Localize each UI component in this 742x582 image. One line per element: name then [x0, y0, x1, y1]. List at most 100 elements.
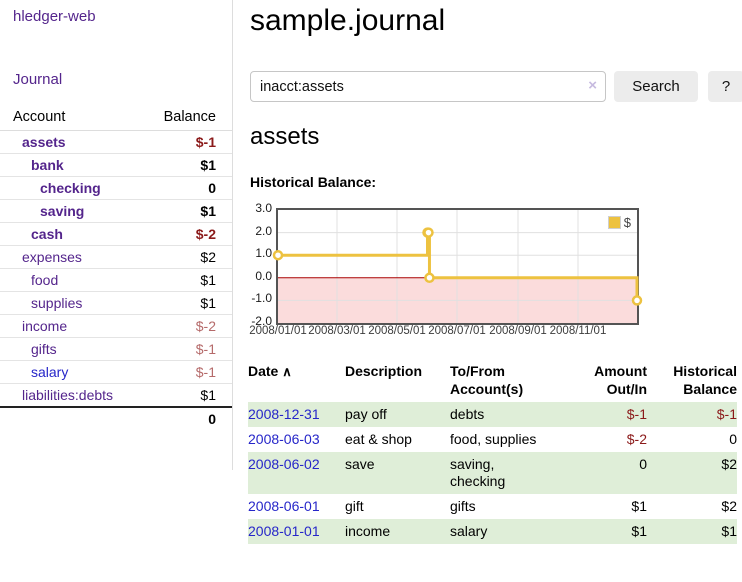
account-name-cell: liabilities:debts — [0, 383, 140, 408]
register-amount-cell: $-1 — [626, 406, 647, 422]
sort-ascending-icon: ∧ — [282, 364, 292, 379]
register-description-cell: gift — [345, 498, 364, 514]
sidebar: hledger-web Journal Account Balance asse… — [0, 0, 233, 470]
account-balance: $1 — [140, 268, 232, 292]
accounts-total-row: 0 — [0, 407, 232, 430]
help-button[interactable]: ? — [708, 71, 742, 102]
register-description-cell: pay off — [345, 406, 387, 422]
search-input-wrap: × — [250, 71, 606, 102]
register-amount-cell: $1 — [631, 498, 647, 514]
sidebar-account-link[interactable]: gifts — [31, 341, 57, 357]
register-header-balance: Historical Balance — [673, 363, 737, 397]
y-axis-tick-label: 1.0 — [255, 246, 272, 261]
historical-balance-chart: $ 3.0 2.0 1.0 0.0 -1.0 -2.0 2008/01/01 2008/03/… — [248, 196, 742, 348]
page-title: sample.journal — [250, 4, 446, 37]
x-axis-tick-label: 2008/09/01 — [489, 325, 547, 337]
legend-swatch-icon — [607, 216, 621, 229]
search-input[interactable] — [250, 71, 606, 102]
sidebar-account-link[interactable]: income — [22, 318, 68, 334]
register-amount-cell: $-2 — [626, 431, 647, 447]
account-name-cell: salary — [0, 360, 140, 384]
accounts-header-balance: Balance — [140, 106, 232, 131]
accounts-total-spacer — [0, 407, 140, 430]
y-axis-tick-label: -2.0 — [251, 314, 272, 328]
register-amount-cell: 0 — [639, 456, 647, 472]
register-header-description: Description — [345, 363, 423, 379]
register-accounts-cell: food, supplies — [450, 431, 537, 447]
sidebar-account-link[interactable]: assets — [22, 134, 66, 150]
account-name-cell: saving — [0, 199, 140, 223]
register-accounts-cell: debts — [450, 406, 485, 422]
accounts-table: Account Balance assets $-1 bank $1 checking 0… — [0, 106, 232, 430]
account-row: liabilities:debts $1 — [0, 383, 232, 408]
transaction-date-link[interactable]: 2008-12-31 — [248, 406, 320, 422]
sidebar-account-link[interactable]: saving — [40, 203, 85, 219]
account-name-cell: bank — [0, 153, 140, 177]
account-row: gifts $-1 — [0, 337, 232, 361]
register-table: Date ∧ Description To/From Account(s) Am… — [248, 358, 737, 544]
transaction-date-link[interactable]: 2008-06-03 — [248, 431, 320, 447]
account-name-cell: income — [0, 314, 140, 338]
account-balance: $2 — [140, 245, 232, 269]
transaction-date-link[interactable]: 2008-06-01 — [248, 498, 320, 514]
clear-search-icon[interactable]: × — [588, 77, 597, 94]
register-row: 2008-06-01 gift gifts $1 $2 — [248, 494, 737, 519]
search-button[interactable]: Search — [614, 71, 698, 102]
register-header-date[interactable]: Date ∧ — [248, 363, 292, 379]
sidebar-account-link[interactable]: food — [31, 272, 59, 288]
register-table-body: 2008-12-31 pay off debts $-1 $-1 2008-06-03 ea… — [248, 402, 737, 544]
accounts-header-account: Account — [0, 106, 140, 131]
account-row: supplies $1 — [0, 291, 232, 315]
sidebar-account-link[interactable]: salary — [31, 364, 69, 380]
sidebar-account-link[interactable]: bank — [31, 157, 64, 173]
account-name-cell: assets — [0, 130, 140, 154]
sidebar-account-link[interactable]: checking — [40, 180, 101, 196]
app-brand-link[interactable]: hledger-web — [13, 8, 96, 25]
sidebar-account-link[interactable]: liabilities:debts — [22, 387, 114, 403]
register-accounts-cell: gifts — [450, 498, 476, 514]
account-balance: $-2 — [140, 222, 232, 246]
account-name-cell: gifts — [0, 337, 140, 361]
register-row: 2008-06-02 save saving, checking 0 $2 — [248, 452, 737, 494]
account-name-cell: checking — [0, 176, 140, 200]
register-balance-cell: $2 — [721, 498, 737, 514]
account-row: assets $-1 — [0, 130, 232, 154]
register-header-accounts: To/From Account(s) — [450, 363, 524, 397]
register-description-cell: income — [345, 523, 391, 539]
account-row: salary $-1 — [0, 360, 232, 384]
sidebar-item-journal[interactable]: Journal — [13, 71, 63, 88]
account-row: food $1 — [0, 268, 232, 292]
sidebar-account-link[interactable]: supplies — [31, 295, 83, 311]
account-balance: $1 — [140, 291, 232, 315]
accounts-total-value: 0 — [208, 411, 216, 427]
account-name-cell: food — [0, 268, 140, 292]
account-name-cell: cash — [0, 222, 140, 246]
y-axis-tick-label: -1.0 — [251, 291, 272, 306]
account-name-cell: supplies — [0, 291, 140, 315]
register-balance-cell: $1 — [721, 523, 737, 539]
account-row: expenses $2 — [0, 245, 232, 269]
account-balance: $-2 — [140, 314, 232, 338]
data-point-marker — [631, 295, 643, 306]
account-balance: $-1 — [140, 360, 232, 384]
register-date-cell: 2008-06-01 — [248, 494, 345, 519]
account-balance: $-1 — [140, 130, 232, 154]
register-header-amount: Amount Out/In — [594, 363, 647, 397]
transaction-date-link[interactable]: 2008-01-01 — [248, 523, 320, 539]
register-amount-cell: $1 — [631, 523, 647, 539]
account-heading: assets — [250, 123, 320, 150]
register-date-cell: 2008-01-01 — [248, 519, 345, 544]
data-point-marker — [424, 272, 435, 284]
transaction-date-link[interactable]: 2008-06-02 — [248, 456, 320, 472]
sidebar-account-link[interactable]: expenses — [22, 249, 82, 265]
main-content: sample.journal × Search ? assets Histori… — [248, 0, 742, 582]
account-balance: $1 — [140, 199, 232, 223]
register-description-cell: eat & shop — [345, 431, 412, 447]
account-row: saving $1 — [0, 199, 232, 223]
y-axis-tick-label: 3.0 — [255, 201, 272, 215]
accounts-table-header-row: Account Balance — [0, 106, 232, 131]
register-date-cell: 2008-06-03 — [248, 427, 345, 452]
chart-plot-area: $ — [272, 208, 643, 325]
sidebar-account-link[interactable]: cash — [31, 226, 63, 242]
